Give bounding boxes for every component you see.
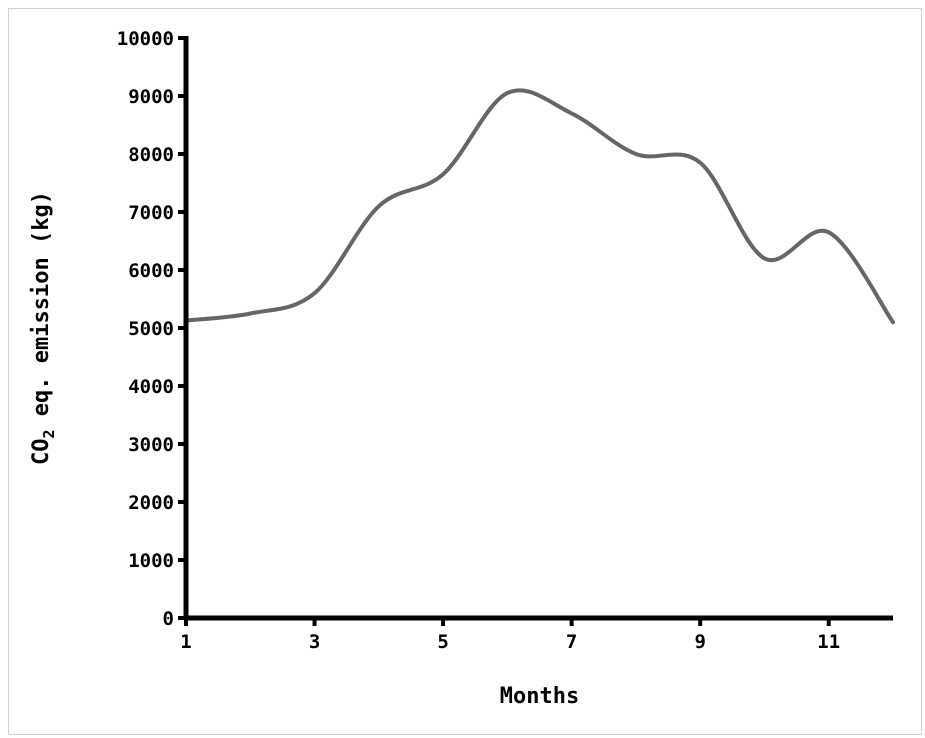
y-tick-label: 5000 — [128, 318, 174, 340]
y-tick-label: 10000 — [117, 28, 174, 50]
y-axis-title-subscript: 2 — [40, 429, 58, 438]
x-axis-title: Months — [500, 684, 579, 709]
x-tick-label: 9 — [694, 631, 705, 653]
x-axis-ticks: 1 3 5 7 9 11 — [180, 618, 840, 653]
series-layer — [184, 88, 895, 325]
series-line — [184, 88, 895, 325]
y-axis-title-rest: eq. emission (kg) — [29, 191, 54, 429]
y-tick-label: 2000 — [128, 492, 174, 514]
y-tick-label: 4000 — [128, 376, 174, 398]
x-tick-label: 1 — [180, 631, 191, 653]
y-tick-label: 3000 — [128, 434, 174, 456]
y-tick-label: 7000 — [128, 202, 174, 224]
chart-frame — [8, 8, 922, 735]
y-axis-ticks: 0 1000 2000 3000 4000 5000 6000 7000 8000 9000 100… — [117, 28, 186, 630]
y-tick-label: 9000 — [128, 86, 174, 108]
y-axis-title: CO2 eq. emission (kg) — [29, 191, 58, 465]
y-tick-label: 1000 — [128, 550, 174, 572]
y-tick-label: 8000 — [128, 144, 174, 166]
x-tick-label: 7 — [566, 631, 577, 653]
y-tick-label: 0 — [163, 608, 174, 630]
x-tick-label: 5 — [437, 631, 448, 653]
x-tick-label: 11 — [817, 631, 840, 653]
y-tick-label: 6000 — [128, 260, 174, 282]
y-axis-title-main: CO — [29, 438, 54, 465]
x-tick-label: 3 — [309, 631, 320, 653]
